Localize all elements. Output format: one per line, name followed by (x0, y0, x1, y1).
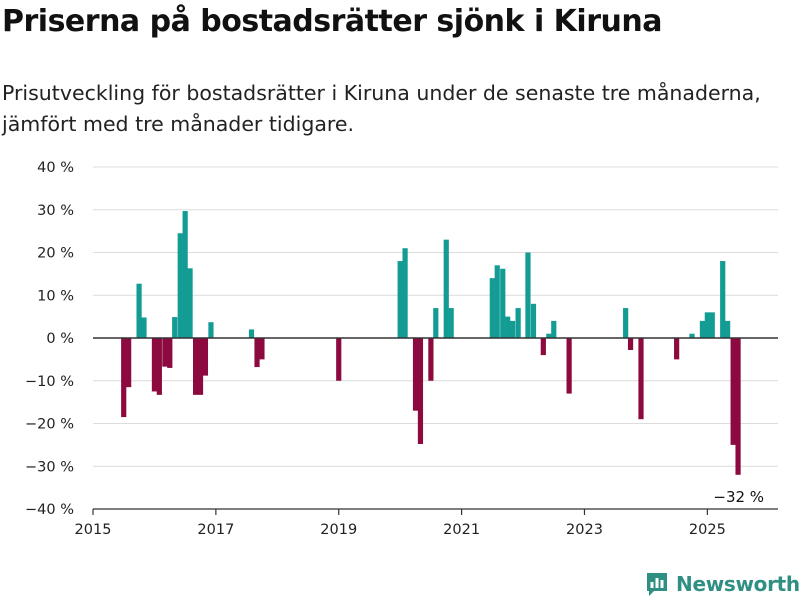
bar (443, 239, 449, 338)
bar (448, 308, 454, 338)
bar (126, 338, 132, 388)
bar (121, 338, 127, 418)
bar (167, 338, 173, 368)
y-tick-label: 30 % (37, 203, 74, 219)
chart-subtitle: Prisutveckling för bostadsrätter i Kirun… (2, 81, 761, 136)
bar (489, 278, 495, 338)
newsworthy-logo-icon (647, 573, 667, 596)
y-tick-label: −40 % (25, 502, 74, 518)
bar (187, 268, 193, 338)
bar (566, 338, 572, 394)
bar (248, 329, 255, 338)
x-tick-label: 2021 (443, 522, 480, 535)
bar (162, 338, 168, 367)
bar (623, 308, 629, 338)
tick-labels: 40 %30 %20 %10 %0 %−10 %−20 %−30 %−40 %2… (25, 160, 726, 535)
x-tick-label: 2015 (75, 522, 112, 535)
bar (197, 338, 204, 395)
bar (254, 338, 260, 368)
axes (92, 337, 778, 515)
x-tick-label: 2017 (197, 522, 234, 535)
bar (627, 338, 634, 350)
bar (530, 303, 537, 338)
bar (704, 312, 710, 338)
bar (709, 312, 715, 338)
bar (136, 283, 142, 338)
bar (699, 320, 706, 338)
x-tick-label: 2025 (689, 522, 726, 535)
bar (730, 338, 736, 445)
bar (428, 338, 434, 381)
gridlines (93, 166, 778, 510)
bar (735, 338, 741, 475)
bar (720, 261, 726, 338)
bar (494, 265, 500, 338)
bar-chart: 40 %30 %20 %10 %0 %−10 %−20 %−30 %−40 %2… (25, 160, 778, 535)
annotations: −32 % (713, 488, 764, 506)
bar (638, 338, 644, 420)
bar (208, 322, 214, 338)
bar (433, 308, 439, 338)
x-tick-label: 2023 (566, 522, 603, 535)
bar (510, 320, 516, 338)
bar (551, 320, 557, 338)
bar (674, 338, 680, 360)
y-tick-label: −30 % (25, 459, 74, 475)
bar (151, 338, 158, 392)
x-tick-label: 2019 (320, 522, 357, 535)
bar (397, 261, 403, 338)
bar (515, 308, 521, 338)
y-tick-label: 40 % (37, 160, 74, 176)
bar (156, 338, 162, 395)
bar (202, 338, 209, 376)
bars (121, 211, 741, 475)
bar (725, 320, 731, 338)
y-tick-label: 0 % (46, 331, 74, 347)
y-tick-label: −20 % (25, 417, 74, 433)
bar (259, 338, 265, 360)
y-tick-label: −10 % (25, 374, 74, 390)
bar (689, 333, 695, 338)
bar (505, 316, 511, 338)
bar (402, 248, 408, 338)
bar (417, 338, 424, 445)
bar (182, 211, 188, 338)
bar (546, 333, 552, 338)
bar (172, 317, 178, 338)
brand-name: Newsworthy (676, 572, 800, 596)
bar (336, 338, 342, 381)
bar (192, 338, 199, 395)
bar (177, 233, 183, 338)
y-tick-label: 10 % (37, 288, 74, 304)
bar (500, 268, 506, 338)
last-value-label: −32 % (713, 488, 764, 506)
bar (412, 338, 419, 411)
bar (540, 338, 546, 356)
bar (141, 317, 147, 338)
chart-title: Priserna på bostadsrätter sjönk i Kiruna (2, 4, 662, 39)
y-tick-label: 20 % (37, 246, 74, 262)
brand-logo: Newsworthy (645, 569, 800, 599)
bar (525, 252, 531, 338)
